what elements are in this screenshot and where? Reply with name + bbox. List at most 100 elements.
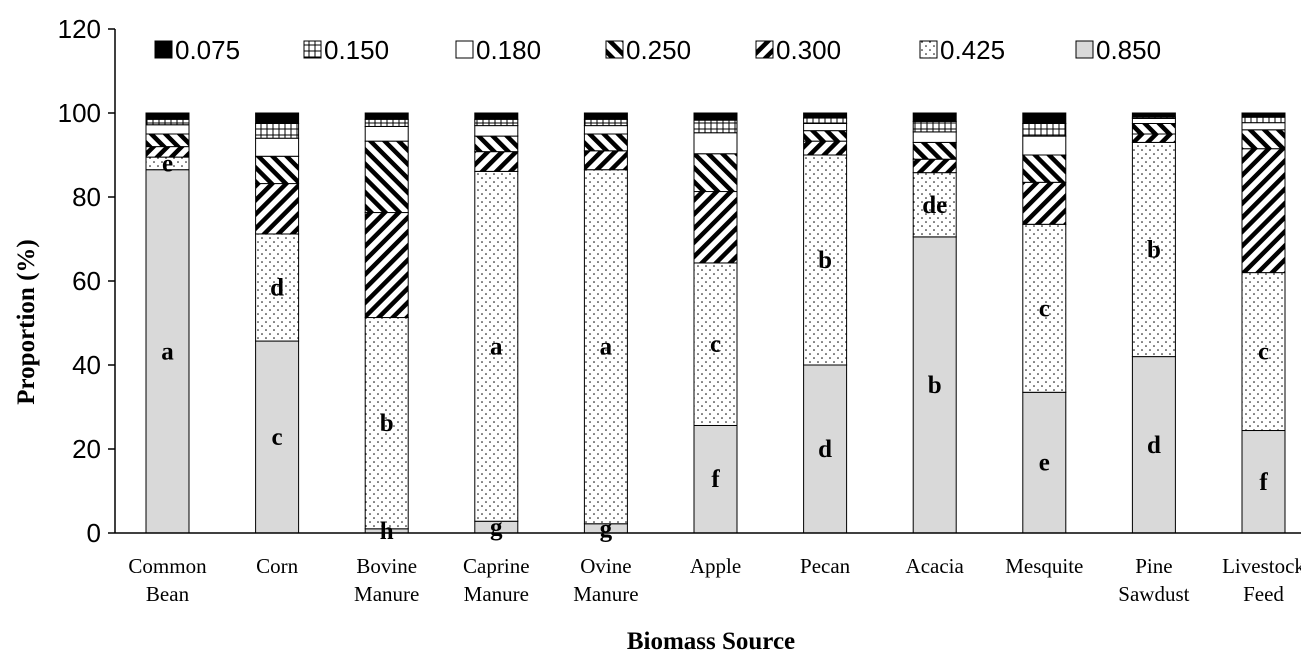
stacked-bar (145, 112, 190, 534)
x-axis-title: Biomass Source (627, 628, 795, 655)
significance-letter: d (270, 275, 284, 302)
legend-item: 0.075 (154, 35, 240, 65)
bar-segment-0.075 (912, 112, 957, 122)
x-category-label: Acacia (906, 554, 965, 578)
significance-letter: b (1147, 237, 1161, 264)
bar-segment-0.250 (1241, 129, 1286, 150)
legend-swatch (303, 40, 322, 59)
bar-segment-0.300 (364, 212, 409, 319)
x-category-label: Corn (256, 554, 299, 578)
legend-swatch (1075, 40, 1094, 59)
bar-segment-0.250 (1131, 123, 1176, 135)
bars: a e c d h b g a g a f c d b b de e c d b f c (145, 112, 1286, 545)
y-tick-label: 40 (72, 350, 101, 380)
significance-letter: c (272, 424, 283, 451)
bar-segment-0.180 (145, 124, 190, 135)
stacked-bar (803, 112, 848, 534)
bar-segment-0.250 (255, 155, 300, 185)
bar-segment-0.850 (912, 236, 957, 534)
legend-label: 0.075 (175, 35, 240, 65)
x-category-label: Ovine Manure (573, 554, 638, 606)
x-axis: Common Bean Corn Bovine Manure Caprine Manure O… (115, 532, 1301, 606)
x-category-label: Caprine Manure (463, 554, 529, 606)
bar-segment-0.180 (693, 132, 738, 155)
significance-letter: h (380, 518, 394, 545)
legend-item: 0.425 (919, 35, 1005, 65)
bar-segment-0.250 (912, 141, 957, 160)
significance-letter: c (710, 331, 721, 358)
bar-segment-0.150 (1241, 116, 1286, 124)
significance-letter: d (818, 436, 832, 463)
bar-segment-0.075 (145, 112, 190, 120)
x-category-label: Pine Sawdust (1118, 554, 1189, 606)
x-category-label: Bovine Manure (354, 554, 419, 606)
bar-segment-0.075 (803, 112, 848, 119)
bar-segment-0.180 (803, 123, 848, 132)
legend-swatch (605, 40, 624, 59)
legend-swatch (455, 40, 474, 59)
significance-letter: a (490, 333, 503, 360)
legend-label: 0.850 (1096, 35, 1161, 65)
bar-segment-0.425 (583, 169, 628, 525)
significance-letter: c (1039, 295, 1050, 322)
bar-segment-0.300 (583, 150, 628, 171)
stacked-bar (1241, 112, 1286, 534)
stacked-bar (255, 112, 300, 534)
bar-segment-0.250 (1022, 154, 1067, 183)
bar-segment-0.425 (255, 233, 300, 342)
bar-segment-0.425 (803, 154, 848, 366)
bar-segment-0.150 (255, 123, 300, 139)
significance-letter: e (1039, 450, 1050, 477)
significance-letter: f (711, 466, 720, 493)
bar-segment-0.180 (255, 137, 300, 157)
bar-segment-0.425 (364, 317, 409, 530)
legend-label: 0.300 (776, 35, 841, 65)
x-category-label: Livestock Feed (1222, 554, 1301, 606)
bar-segment-0.150 (474, 118, 519, 127)
bar-segment-0.180 (364, 125, 409, 142)
legend: 0.075 0.150 0.180 0.250 0.300 0.425 0.850 (154, 35, 1161, 65)
bar-segment-0.250 (693, 153, 738, 193)
bar-segment-0.250 (583, 133, 628, 152)
x-category-label: Common Bean (128, 554, 207, 606)
legend-item: 0.250 (605, 35, 691, 65)
significance-letter: f (1259, 469, 1268, 496)
stacked-bar (912, 112, 957, 534)
significance-letter: e (162, 150, 173, 177)
legend-label: 0.250 (626, 35, 691, 65)
significance-letter: b (818, 247, 832, 274)
significance-letter: a (600, 334, 613, 361)
stacked-bar (583, 112, 628, 534)
y-axis-title: Proportion (%) (13, 239, 40, 405)
significance-letter: a (161, 338, 174, 365)
bar-segment-0.250 (364, 140, 409, 214)
y-tick-label: 20 (72, 434, 101, 464)
bar-segment-0.075 (255, 112, 300, 124)
bar-segment-0.250 (474, 135, 519, 153)
bar-segment-0.300 (1241, 148, 1286, 274)
stacked-bar (1131, 112, 1176, 534)
bar-segment-0.300 (693, 191, 738, 264)
bar-segment-0.150 (364, 118, 409, 127)
significance-letter: de (922, 192, 947, 219)
bar-segment-0.425 (693, 262, 738, 426)
y-tick-label: 100 (58, 98, 101, 128)
bar-segment-0.850 (145, 169, 190, 534)
bar-segment-0.300 (803, 140, 848, 156)
legend-label: 0.425 (940, 35, 1005, 65)
legend-item: 0.180 (455, 35, 541, 65)
bar-segment-0.150 (912, 120, 957, 133)
bar-segment-0.425 (1131, 141, 1176, 358)
bar-segment-0.850 (1241, 430, 1286, 534)
bar-segment-0.150 (583, 118, 628, 127)
bar-segment-0.075 (1241, 112, 1286, 118)
bar-segment-0.850 (803, 364, 848, 534)
bar-segment-0.300 (912, 158, 957, 174)
bar-segment-0.850 (1022, 391, 1067, 534)
bar-segment-0.180 (1022, 135, 1067, 156)
stacked-bar (364, 112, 409, 534)
legend-item: 0.850 (1075, 35, 1161, 65)
bar-segment-0.180 (1241, 122, 1286, 131)
bar-segment-0.250 (145, 133, 190, 148)
bar-segment-0.300 (474, 151, 519, 172)
